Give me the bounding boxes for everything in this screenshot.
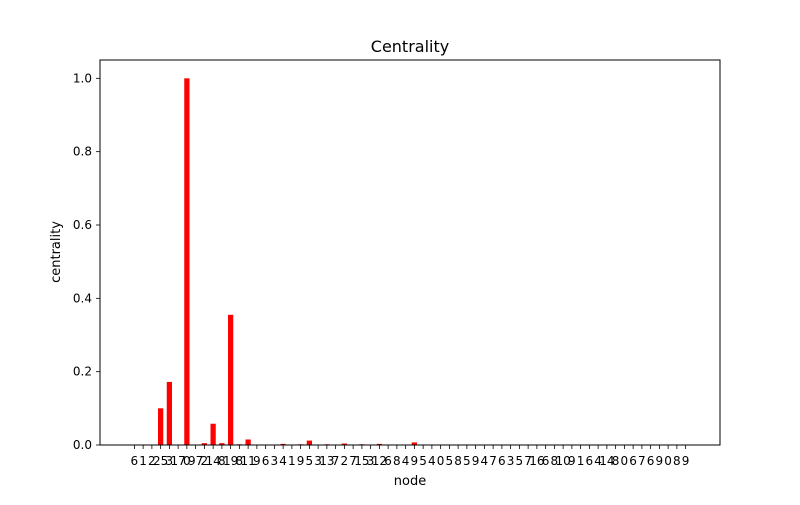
x-tick-label: 7	[638, 454, 646, 468]
y-tick-label: 0.2	[73, 365, 92, 379]
x-tick-label: 4	[481, 454, 489, 468]
x-tick-label: 1	[577, 454, 585, 468]
x-tick-label: 5	[419, 454, 427, 468]
x-tick-label: 9	[411, 454, 419, 468]
y-axis-label: centrality	[49, 221, 64, 283]
x-tick-label: 4	[402, 454, 410, 468]
x-tick-label: 4	[428, 454, 436, 468]
x-tick-label: 6	[542, 454, 550, 468]
x-tick-label: 9	[656, 454, 664, 468]
x-tick-label: 3	[271, 454, 279, 468]
bar	[307, 441, 312, 445]
x-tick-label: 6	[586, 454, 594, 468]
bar	[184, 78, 189, 445]
bar	[167, 382, 172, 445]
x-tick-label: 9	[297, 454, 305, 468]
y-tick-label: 0.4	[73, 291, 92, 305]
x-tick-label: 8	[454, 454, 462, 468]
bar	[246, 440, 251, 446]
x-tick-label: 7	[332, 454, 340, 468]
bar	[228, 315, 233, 445]
x-tick-label: 0	[664, 454, 672, 468]
bar	[158, 408, 163, 445]
x-tick-label: 6	[629, 454, 637, 468]
x-tick-label: 3	[507, 454, 515, 468]
x-tick-label: 8	[612, 454, 620, 468]
x-tick-label: 6	[131, 454, 139, 468]
bar	[211, 424, 216, 445]
x-tick-label: 9	[472, 454, 480, 468]
x-tick-label: 0	[437, 454, 445, 468]
x-tick-label: 8	[673, 454, 681, 468]
x-tick-label: 9	[253, 454, 261, 468]
y-tick-label: 0.8	[73, 145, 92, 159]
x-tick-label: 9	[568, 454, 576, 468]
x-tick-label: 2	[341, 454, 349, 468]
x-tick-label: 5	[446, 454, 454, 468]
x-tick-label: 6	[384, 454, 392, 468]
y-tick-label: 1.0	[73, 71, 92, 85]
x-tick-label: 6	[262, 454, 270, 468]
x-tick-label: 0	[621, 454, 629, 468]
x-tick-label: 9	[682, 454, 690, 468]
x-tick-label: 5	[516, 454, 524, 468]
x-tick-label: 6	[498, 454, 506, 468]
x-tick-label: 6	[647, 454, 655, 468]
x-tick-label: 5	[463, 454, 471, 468]
x-tick-label: 1	[288, 454, 296, 468]
x-tick-label: 4	[279, 454, 287, 468]
y-tick-label: 0.0	[73, 438, 92, 452]
x-tick-label: 5	[306, 454, 314, 468]
x-tick-label: 1	[139, 454, 147, 468]
x-tick-label: 7	[489, 454, 497, 468]
chart-title: Centrality	[371, 37, 449, 56]
x-tick-label: 8	[393, 454, 401, 468]
y-tick-label: 0.6	[73, 218, 92, 232]
x-axis-label: node	[394, 474, 426, 489]
